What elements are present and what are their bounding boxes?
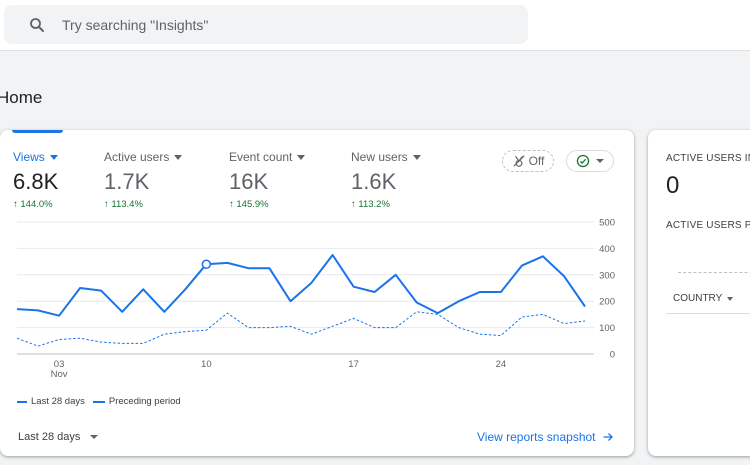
country-column-header[interactable]: COUNTRY	[673, 293, 734, 304]
metric-change: ↑ 113.2%	[351, 199, 390, 210]
realtime-title: ACTIVE USERS IN	[666, 153, 750, 164]
realtime-card: ACTIVE USERS IN 0 ACTIVE USERS PE COUNTR…	[648, 130, 750, 456]
dashed-line-swatch	[92, 400, 105, 403]
country-label: COUNTRY	[673, 293, 723, 304]
check-circle-icon	[576, 154, 590, 168]
search-bar[interactable]	[4, 5, 528, 44]
legend-item: Preceding period	[92, 396, 181, 407]
y-tick-label: 0	[610, 350, 615, 361]
insights-off-icon	[512, 155, 525, 167]
legend-label: Preceding period	[108, 396, 181, 407]
realtime-value: 0	[666, 172, 680, 199]
metric-tab-views[interactable]: Views 6.8K ↑ 144.0%	[13, 150, 58, 210]
snapshot-link-label: View reports snapshot	[477, 430, 596, 444]
comparison-label: Off	[528, 154, 545, 168]
status-dropdown[interactable]	[566, 150, 614, 172]
chevron-down-icon	[412, 154, 421, 160]
metric-tab-event-count[interactable]: Event count 16K ↑ 145.9%	[229, 150, 306, 210]
solid-line-swatch	[17, 400, 27, 403]
empty-chart-baseline	[678, 272, 750, 273]
comparison-toggle[interactable]: Off	[502, 150, 554, 172]
metric-value: 16K	[229, 169, 269, 194]
metric-value: 6.8K	[13, 169, 59, 194]
metric-value: 1.6K	[351, 169, 397, 194]
date-range-selector[interactable]: Last 28 days	[18, 431, 99, 443]
last-28-days-line	[16, 254, 586, 317]
chart-legend: Last 28 days Preceding period	[17, 396, 189, 407]
page-title: Home	[0, 88, 43, 107]
y-tick-label: 100	[599, 323, 615, 334]
chevron-down-icon	[727, 296, 734, 301]
metric-label: New users	[351, 150, 408, 164]
metric-change: ↑ 144.0%	[13, 199, 53, 210]
metric-label: Active users	[104, 150, 170, 164]
metric-label: Views	[13, 150, 45, 164]
x-tick-label: 10	[201, 359, 212, 370]
search-icon	[30, 18, 44, 32]
date-range-label: Last 28 days	[18, 431, 81, 443]
chevron-down-icon	[90, 435, 99, 439]
table-divider	[666, 313, 750, 314]
legend-item: Last 28 days	[17, 396, 85, 407]
metric-tab-active-users[interactable]: Active users 1.7K ↑ 113.4%	[104, 150, 183, 210]
y-tick-label: 500	[599, 218, 615, 229]
metric-change: ↑ 145.9%	[229, 199, 269, 210]
chevron-down-icon	[49, 154, 58, 160]
arrow-right-icon	[603, 433, 613, 441]
active-tab-indicator	[12, 130, 63, 133]
metric-label: Event count	[229, 150, 293, 164]
search-input[interactable]	[60, 13, 504, 37]
metric-tab-new-users[interactable]: New users 1.6K ↑ 113.2%	[351, 150, 421, 210]
x-tick-label: 03	[54, 359, 65, 370]
view-reports-snapshot-link[interactable]: View reports snapshot	[477, 430, 614, 444]
y-tick-label: 400	[599, 244, 615, 255]
x-tick-sublabel: Nov	[51, 369, 68, 380]
chevron-down-icon	[174, 154, 183, 160]
metric-change: ↑ 113.4%	[104, 199, 143, 210]
chevron-down-icon	[297, 154, 306, 160]
y-tick-label: 200	[599, 297, 615, 308]
overview-card: Views 6.8K ↑ 144.0% Active users 1.7K ↑ …	[0, 130, 634, 456]
highlight-point	[201, 259, 212, 269]
x-tick-label: 17	[348, 359, 359, 370]
legend-label: Last 28 days	[31, 396, 85, 407]
top-bar	[0, 0, 750, 51]
preceding-period-line	[16, 311, 586, 347]
x-tick-label: 24	[496, 359, 507, 370]
realtime-subtitle: ACTIVE USERS PE	[666, 220, 750, 231]
metric-value: 1.7K	[104, 169, 150, 194]
chevron-down-icon	[596, 159, 604, 163]
y-tick-label: 300	[599, 270, 615, 281]
